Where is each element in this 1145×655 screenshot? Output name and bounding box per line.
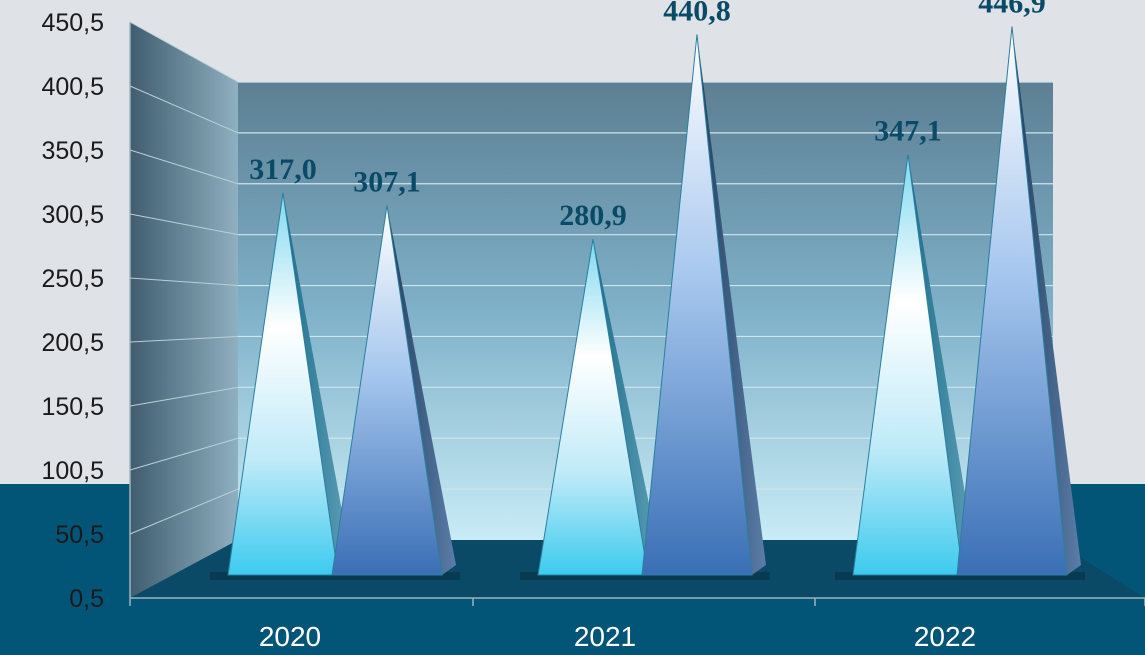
pyramid-side xyxy=(283,192,352,575)
y-tick-label: 250,5 xyxy=(41,265,104,293)
pyramid-bar-2022-series1 xyxy=(852,154,964,576)
bar-base-shadow xyxy=(520,572,770,580)
gridline-side xyxy=(129,437,239,471)
y-tick-label: 450,5 xyxy=(41,9,104,37)
plot-side-wall xyxy=(130,22,238,598)
gridline-side xyxy=(129,213,239,236)
data-label: 446,9 xyxy=(978,0,1046,20)
y-tick-label: 100,5 xyxy=(41,457,104,485)
pyramid-side xyxy=(908,154,977,576)
pyramid-bar-2021-series2 xyxy=(641,34,753,576)
gridline-side xyxy=(129,277,239,287)
x-tick-label: 2020 xyxy=(259,621,321,652)
bar-base-shadow xyxy=(210,572,460,580)
y-tick-label: 0,5 xyxy=(69,585,104,613)
x-tick-label: 2021 xyxy=(574,621,636,652)
pyramid-bar-2020-series1 xyxy=(227,192,339,576)
y-tick-label: 300,5 xyxy=(41,201,104,229)
pyramid-side xyxy=(697,34,766,575)
pyramid-bar-2022-series2 xyxy=(956,26,1068,576)
pyramid-bar-2020-series2 xyxy=(331,205,443,576)
bar-base-shadow xyxy=(835,572,1085,580)
data-label: 317,0 xyxy=(249,153,317,186)
data-label: 307,1 xyxy=(353,166,421,199)
y-tick-label: 350,5 xyxy=(41,137,104,165)
pyramid-side xyxy=(1012,26,1081,576)
gridline-side xyxy=(129,335,239,343)
data-label: 280,9 xyxy=(559,199,627,232)
pyramid-bar-2021-series1 xyxy=(537,239,649,576)
y-tick-label: 400,5 xyxy=(41,73,104,101)
gridline-side xyxy=(129,21,239,83)
data-label: 440,8 xyxy=(663,0,731,27)
y-tick-label: 50,5 xyxy=(55,521,104,549)
x-tick-label: 2022 xyxy=(914,621,976,652)
pyramid-side xyxy=(387,205,456,575)
y-tick-label: 150,5 xyxy=(41,393,104,421)
data-label: 347,1 xyxy=(874,114,942,147)
gridline-side xyxy=(129,488,239,535)
gridline-side xyxy=(129,85,239,134)
y-tick-label: 200,5 xyxy=(41,329,104,357)
gridline-side xyxy=(129,386,239,407)
pyramid-side xyxy=(593,239,662,575)
gridline-side xyxy=(129,149,239,185)
